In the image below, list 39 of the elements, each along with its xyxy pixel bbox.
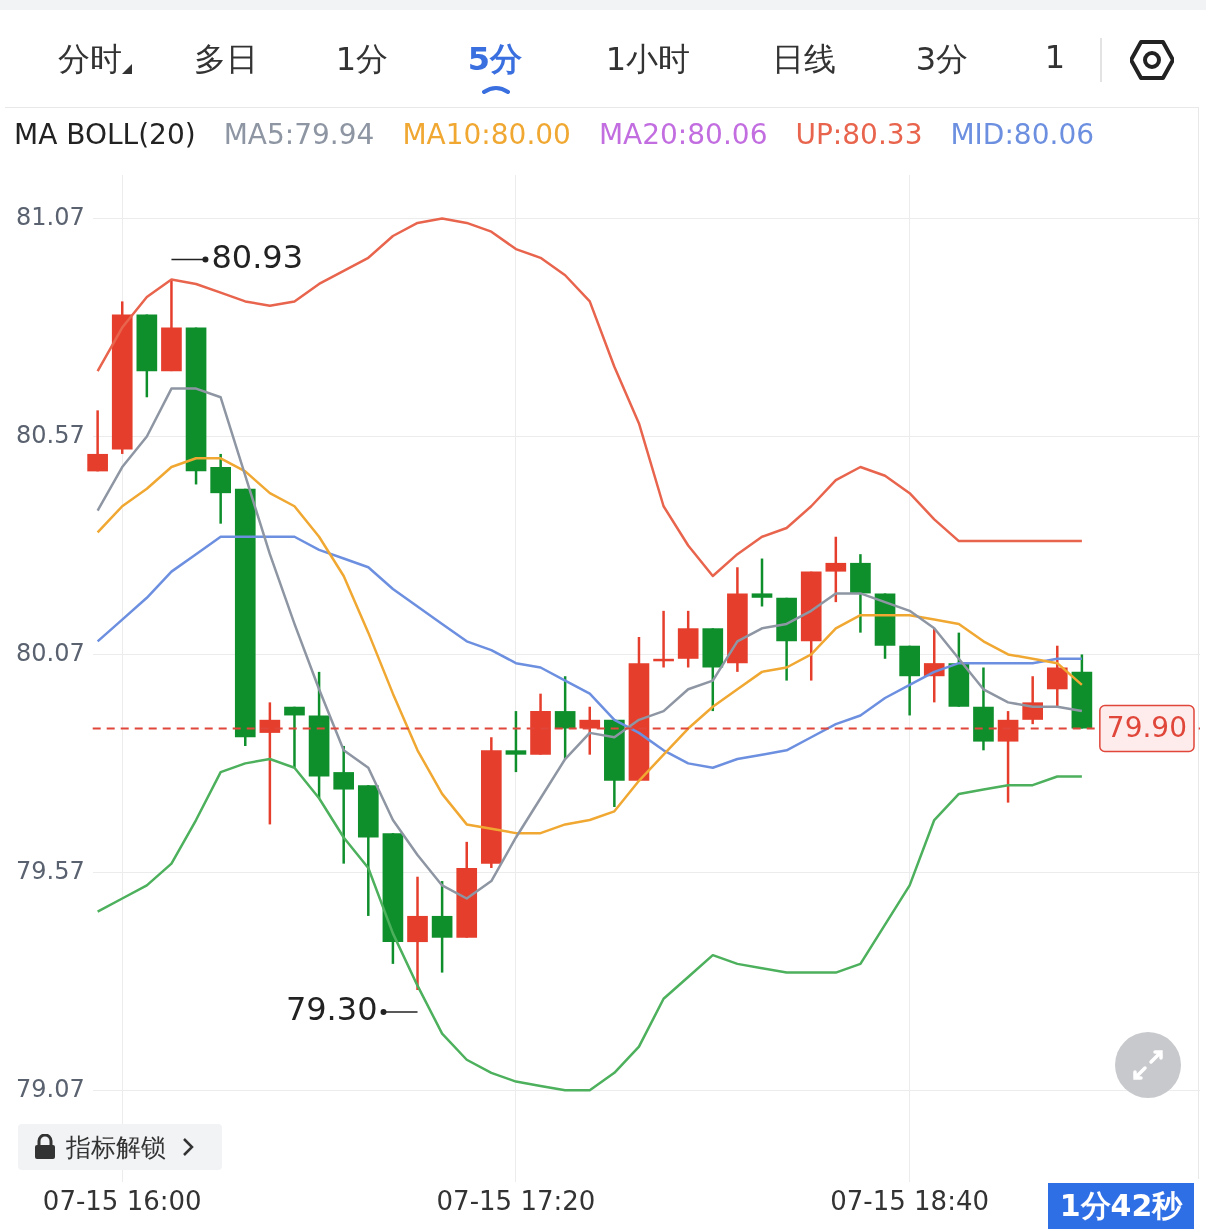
candlestick <box>751 557 773 608</box>
candlestick <box>333 744 355 865</box>
text: 1分42秒 <box>1048 1183 1194 1229</box>
candlestick <box>554 674 576 761</box>
candlestick <box>1046 644 1068 708</box>
candlestick <box>825 535 847 604</box>
text: UP:80.33 <box>795 118 923 151</box>
x-tick-label: 07-15 18:40 <box>830 1186 990 1217</box>
ref-line-label: 79.90 <box>1106 710 1188 744</box>
text: 3分 <box>915 39 969 80</box>
y-tick-label: 80.07 <box>15 638 85 667</box>
text: 1分 <box>335 39 389 80</box>
text: 日线 <box>772 39 836 80</box>
text: 5分 <box>467 39 523 80</box>
text: MID:80.06 <box>950 118 1095 151</box>
unlock-button: 指标解锁 <box>18 1124 222 1170</box>
text: 1 <box>1044 38 1066 76</box>
x-tick-label: 07-15 16:00 <box>42 1186 202 1217</box>
candlestick <box>579 705 601 756</box>
y-tick-label: 81.07 <box>15 202 85 231</box>
candlestick <box>87 409 108 473</box>
text: 分时 <box>58 39 122 80</box>
x-tick-label: 07-15 17:20 <box>436 1186 596 1217</box>
annotation: 80.93 <box>211 237 304 276</box>
candlestick <box>997 709 1019 804</box>
text: MA20:80.06 <box>598 118 768 151</box>
text: 多日 <box>194 39 258 80</box>
candlestick <box>431 879 453 974</box>
candlestick <box>284 705 305 769</box>
y-tick-label: 79.07 <box>15 1074 85 1103</box>
y-tick-label: 80.57 <box>15 420 85 449</box>
y-tick-label: 79.57 <box>15 856 85 885</box>
text: 1小时 <box>605 39 691 80</box>
text: MA5:79.94 <box>223 118 375 151</box>
annotation: 79.30 <box>285 990 378 1029</box>
annotation: 指标解锁 <box>66 1131 166 1164</box>
text: MA10:80.00 <box>402 118 571 151</box>
candlestick <box>505 709 527 774</box>
text: MA BOLL(20) <box>14 118 196 151</box>
